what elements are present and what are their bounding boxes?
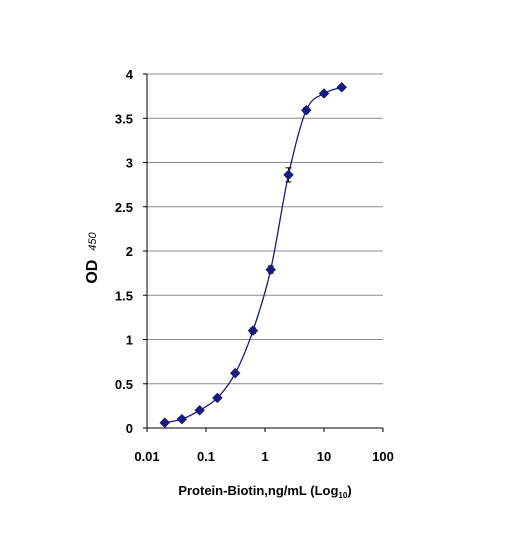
data-point — [176, 413, 188, 425]
series-line — [164, 86, 342, 424]
y-tick-label: 4 — [126, 67, 134, 82]
data-point — [159, 417, 171, 429]
data-point — [229, 367, 241, 379]
x-tick-label: 0.01 — [134, 449, 159, 464]
y-axis-title-subscript: 450 — [87, 231, 99, 250]
y-tick-label: 3 — [126, 156, 133, 171]
y-tick-label: 2 — [126, 244, 133, 259]
x-axis-title: Protein-Biotin,ng/mL (Log10) — [178, 483, 351, 500]
x-axis-title-main: Protein-Biotin,ng/mL (Log — [178, 483, 338, 498]
y-axis-title: OD 450 — [84, 231, 101, 283]
data-point — [300, 104, 312, 116]
x-tick-label: 1 — [261, 449, 268, 464]
y-tick-label: 1.5 — [115, 288, 133, 303]
x-axis-title-end: ) — [347, 483, 351, 498]
y-tick-label: 3.5 — [115, 111, 133, 126]
data-point — [265, 264, 277, 275]
y-tick-label: 1 — [126, 333, 133, 348]
data-point — [247, 325, 259, 337]
data-point — [194, 404, 205, 416]
x-axis-title-subscript: 10 — [338, 491, 347, 500]
data-point — [212, 392, 223, 404]
tick-layer: 0 0.5 1 1.5 2 2.5 3 3.5 4 0.01 0.1 1 10 100 — [115, 67, 394, 464]
y-tick-label: 2.5 — [115, 200, 133, 215]
x-tick-label: 10 — [317, 449, 331, 464]
data-point — [318, 88, 330, 99]
y-tick-label: 0 — [126, 421, 133, 436]
y-axis-title-main: OD — [84, 260, 101, 284]
y-tick-label: 0.5 — [115, 377, 133, 392]
x-tick-label: 100 — [372, 449, 394, 464]
points-layer — [159, 81, 348, 429]
curve-layer — [164, 86, 342, 424]
data-point — [336, 81, 348, 93]
grid-layer — [147, 73, 383, 385]
x-tick-label: 0.1 — [197, 449, 215, 464]
data-point — [283, 169, 294, 181]
